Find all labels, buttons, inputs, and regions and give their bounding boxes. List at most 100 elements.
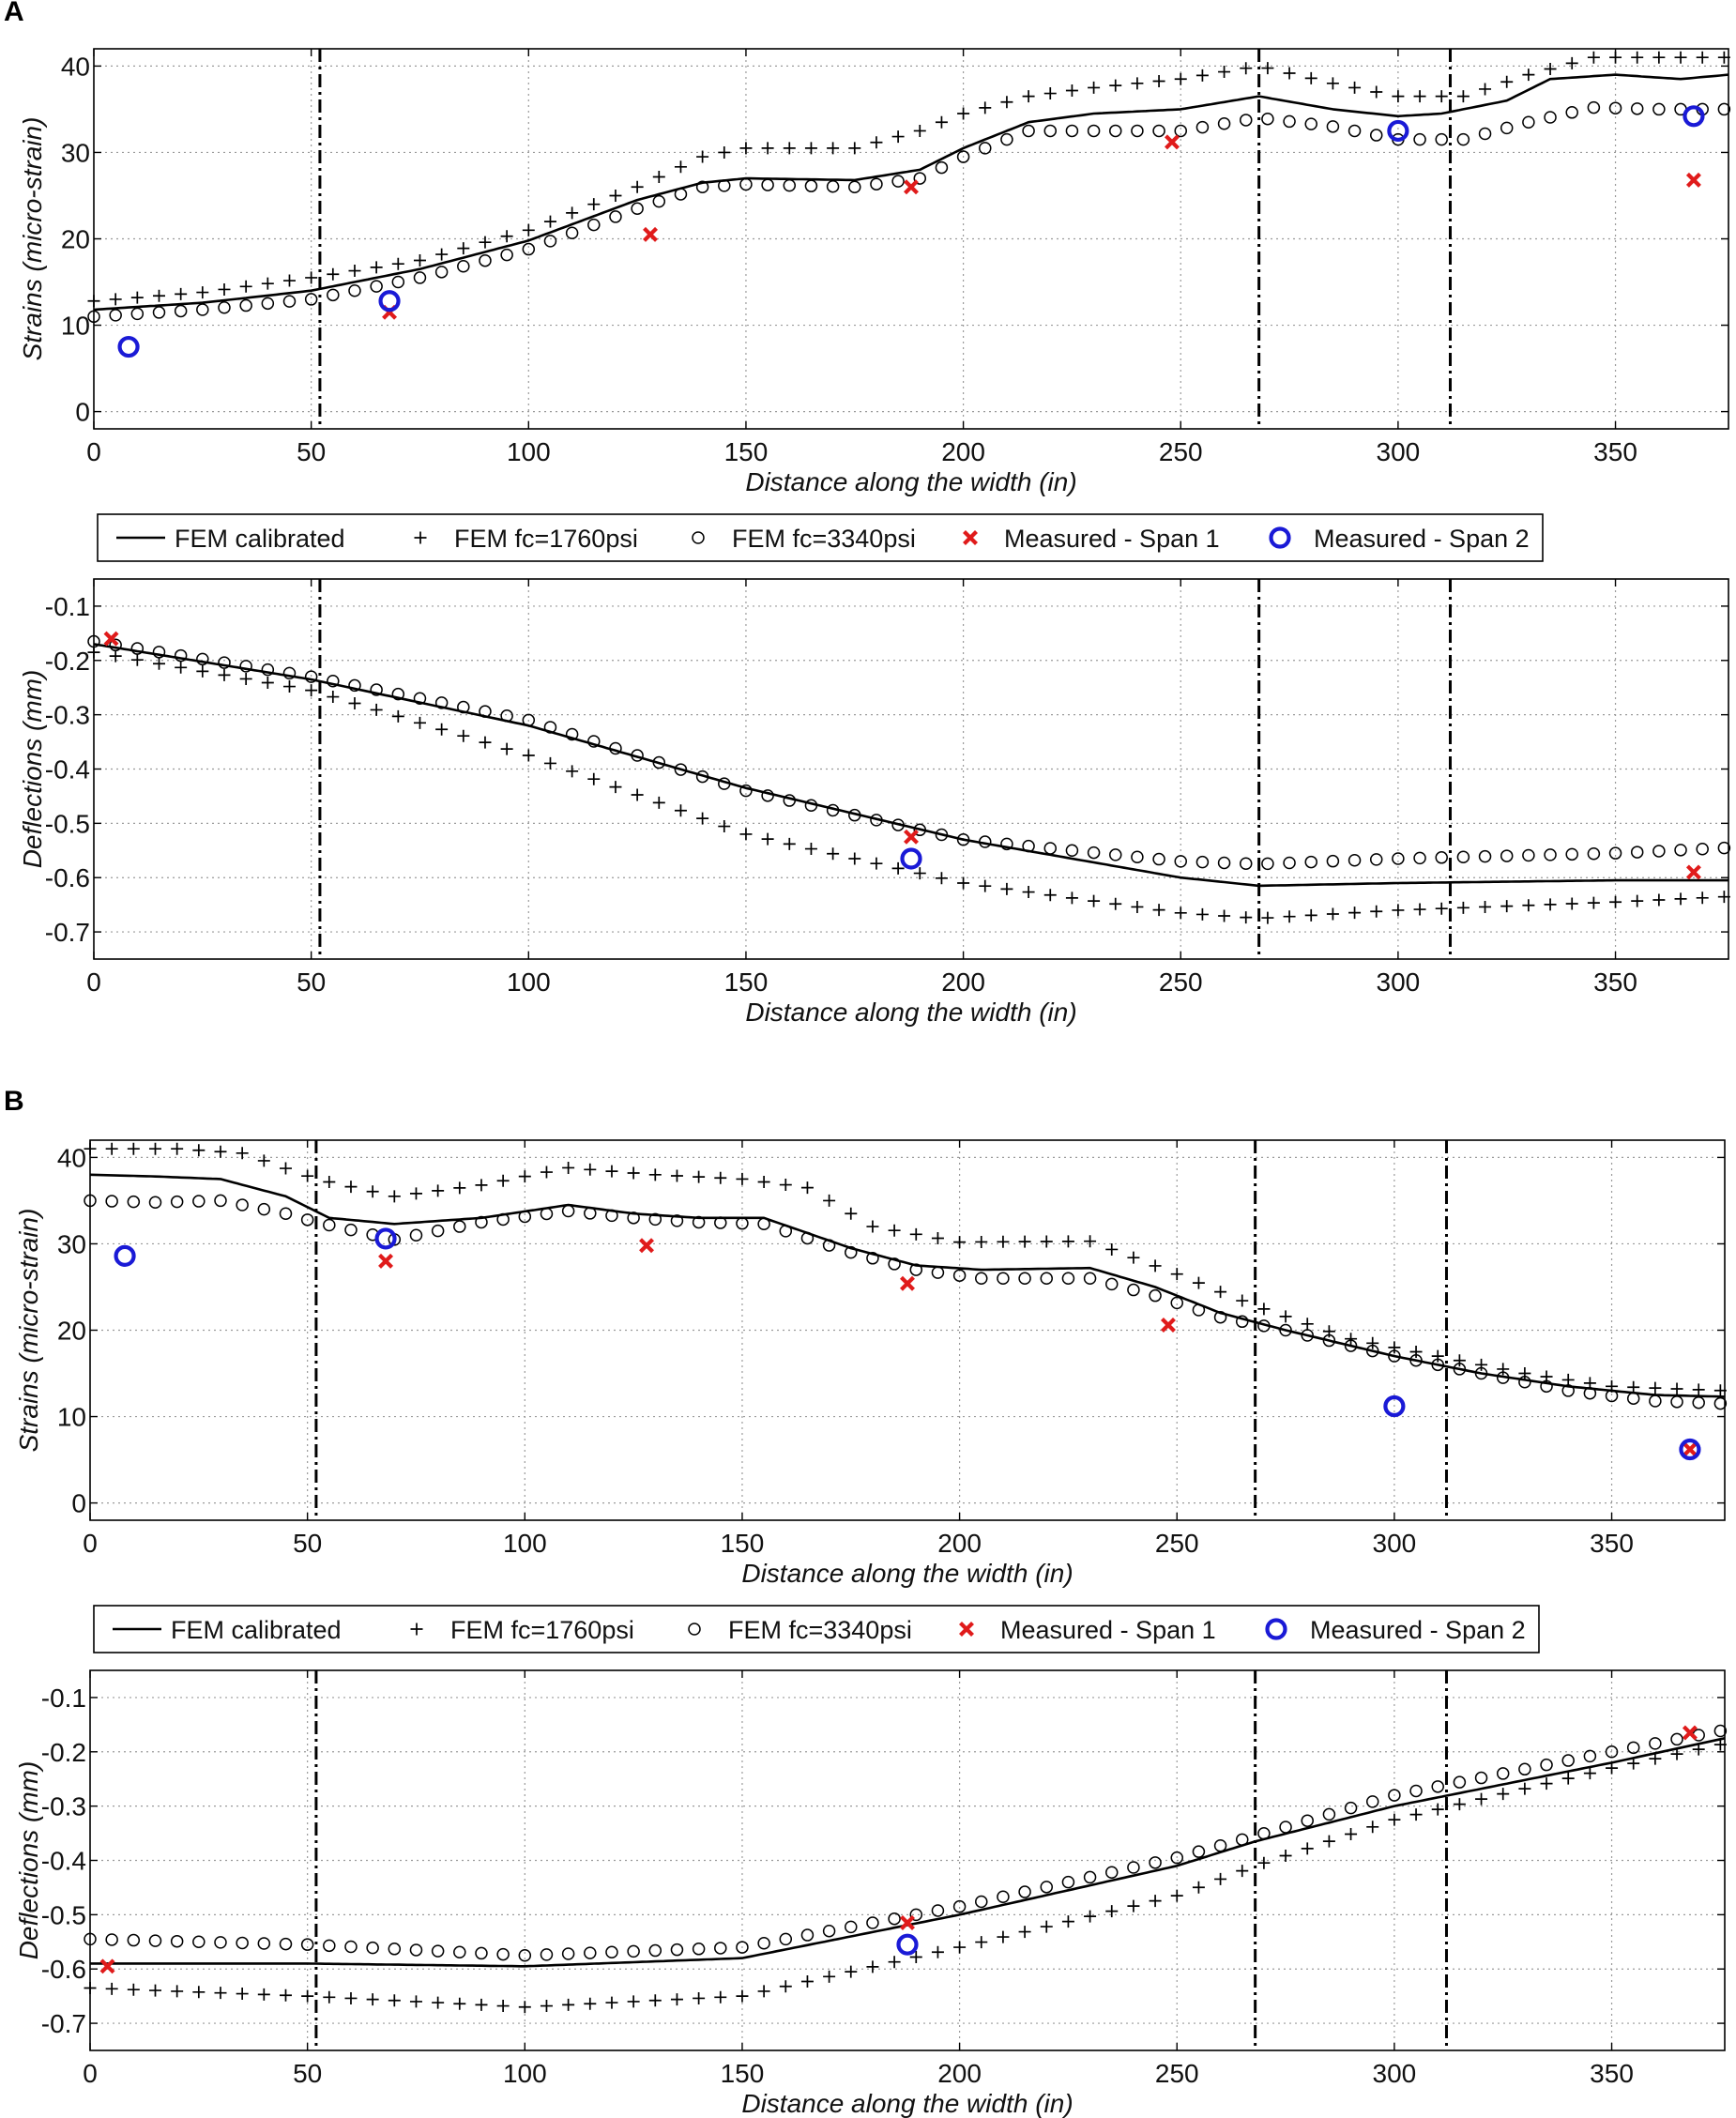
- measured-point-x-marker: [99, 1958, 115, 1974]
- plus-marker: [827, 142, 840, 155]
- panel-label-a: A: [4, 0, 24, 27]
- chart-A-deflections: 0 50 100 150 200 250 300 350 -0.1 -0.2 -0.3 -0.4 -0.…: [18, 578, 1731, 1027]
- plus-marker: [175, 287, 188, 300]
- y-tick-label: -0.2: [41, 1738, 86, 1767]
- circle-marker: [804, 799, 818, 813]
- y-tick-label: 0: [71, 1489, 86, 1518]
- x-tick-label: 200: [937, 2059, 982, 2088]
- plus-marker: [913, 867, 926, 880]
- circle-marker: [1239, 114, 1253, 127]
- circle-marker: [609, 210, 622, 223]
- plus-marker: [866, 1220, 879, 1233]
- plus-marker: [1670, 1382, 1683, 1395]
- plus-marker: [543, 756, 556, 769]
- plus-marker: [214, 1145, 227, 1158]
- circle-marker: [475, 1215, 488, 1229]
- plus-marker: [804, 843, 817, 856]
- plus-marker: [1392, 904, 1405, 917]
- plus-marker: [1565, 897, 1578, 910]
- plus-marker: [1088, 894, 1101, 907]
- plus-marker: [1105, 1905, 1119, 1918]
- plus-marker: [432, 1996, 445, 2009]
- circle-marker: [239, 660, 252, 673]
- plus-marker: [761, 832, 774, 846]
- circle-marker: [257, 1937, 271, 1950]
- circle-marker: [1522, 848, 1535, 862]
- plus-marker: [261, 277, 274, 290]
- measured-point-x-marker: [1685, 864, 1701, 880]
- circle-marker: [1235, 1315, 1249, 1329]
- x-tick-label: 50: [297, 968, 326, 997]
- circle-marker: [1587, 847, 1601, 861]
- circle-marker: [779, 1932, 793, 1946]
- circle-marker: [540, 1948, 554, 1961]
- circle-marker: [1474, 1771, 1488, 1785]
- plus-marker: [453, 1181, 466, 1195]
- measured-point-circle-marker: [117, 335, 140, 358]
- circle-marker: [1087, 124, 1101, 138]
- circle-marker: [518, 1210, 532, 1224]
- plus-marker: [148, 1984, 161, 1997]
- circle-marker: [1018, 1885, 1031, 1898]
- circle-marker: [739, 784, 753, 798]
- legend-plus-marker: [410, 1623, 423, 1636]
- circle-marker: [1065, 844, 1079, 858]
- circle-marker: [130, 307, 145, 321]
- plus-marker: [479, 736, 492, 749]
- plus-marker: [1304, 908, 1317, 922]
- circle-marker: [800, 1928, 815, 1942]
- ticks: 0 50 100 150 200 250 300 350 0 10 20 30 40: [57, 1140, 1725, 1558]
- plus-marker: [1065, 891, 1078, 905]
- legend-label: Measured - Span 1: [1004, 525, 1220, 553]
- plus-marker: [913, 124, 926, 137]
- plus-marker: [1043, 87, 1057, 100]
- chart-B-strains: 0 50 100 150 200 250 300 350 0 10 20 30 40 Distance a…: [14, 1139, 1728, 1588]
- circle-marker: [1109, 848, 1122, 861]
- plus-marker: [696, 150, 709, 163]
- x-tick-label: 150: [724, 437, 769, 466]
- legend-label: FEM fc=3340psi: [732, 525, 916, 553]
- circle-marker: [935, 828, 949, 842]
- x-tick-label: 250: [1159, 437, 1203, 466]
- measured-point-x-marker: [1685, 172, 1701, 188]
- plus-marker: [1692, 1383, 1705, 1396]
- circle-marker: [479, 705, 492, 718]
- circle-marker: [714, 1942, 727, 1955]
- plus-marker: [935, 872, 948, 885]
- circle-marker: [174, 648, 188, 663]
- circle-marker: [1478, 127, 1492, 141]
- plus-marker: [1000, 882, 1013, 895]
- circle-marker: [1344, 1339, 1358, 1352]
- plus-marker: [1043, 889, 1057, 902]
- legend-label: Measured - Span 2: [1314, 525, 1530, 553]
- circle-marker: [1217, 856, 1231, 870]
- plus-marker: [1127, 1251, 1140, 1264]
- plus-marker: [1500, 900, 1514, 913]
- plus-marker: [192, 1144, 206, 1157]
- circle-marker: [1713, 1724, 1728, 1738]
- measured-point-x-marker: [904, 179, 919, 195]
- measured-point-x-marker: [103, 631, 119, 647]
- circle-marker: [496, 1212, 510, 1227]
- circle-marker: [214, 1936, 227, 1949]
- x-tick-label: 50: [293, 2059, 322, 2088]
- plus-marker: [804, 142, 817, 155]
- circle-marker: [370, 683, 383, 696]
- plus-marker: [757, 1175, 770, 1188]
- circle-marker: [631, 202, 644, 216]
- measured-point-x-marker: [1164, 134, 1180, 150]
- plus-marker: [1326, 907, 1339, 921]
- x-tick-label: 250: [1155, 1529, 1199, 1558]
- plus-marker: [1214, 1286, 1227, 1299]
- x-tick-label: 0: [86, 437, 101, 466]
- x-tick-label: 150: [724, 968, 769, 997]
- plus-marker: [1240, 62, 1253, 75]
- plus-marker: [1170, 1268, 1183, 1281]
- circle-marker: [348, 283, 361, 297]
- plus-marker: [1214, 1872, 1227, 1885]
- plus-marker: [301, 1169, 314, 1182]
- plus-marker: [1606, 1761, 1619, 1775]
- measured-point-circle-marker: [378, 290, 401, 312]
- plus-marker: [1000, 96, 1013, 109]
- plus-marker: [344, 1991, 358, 2004]
